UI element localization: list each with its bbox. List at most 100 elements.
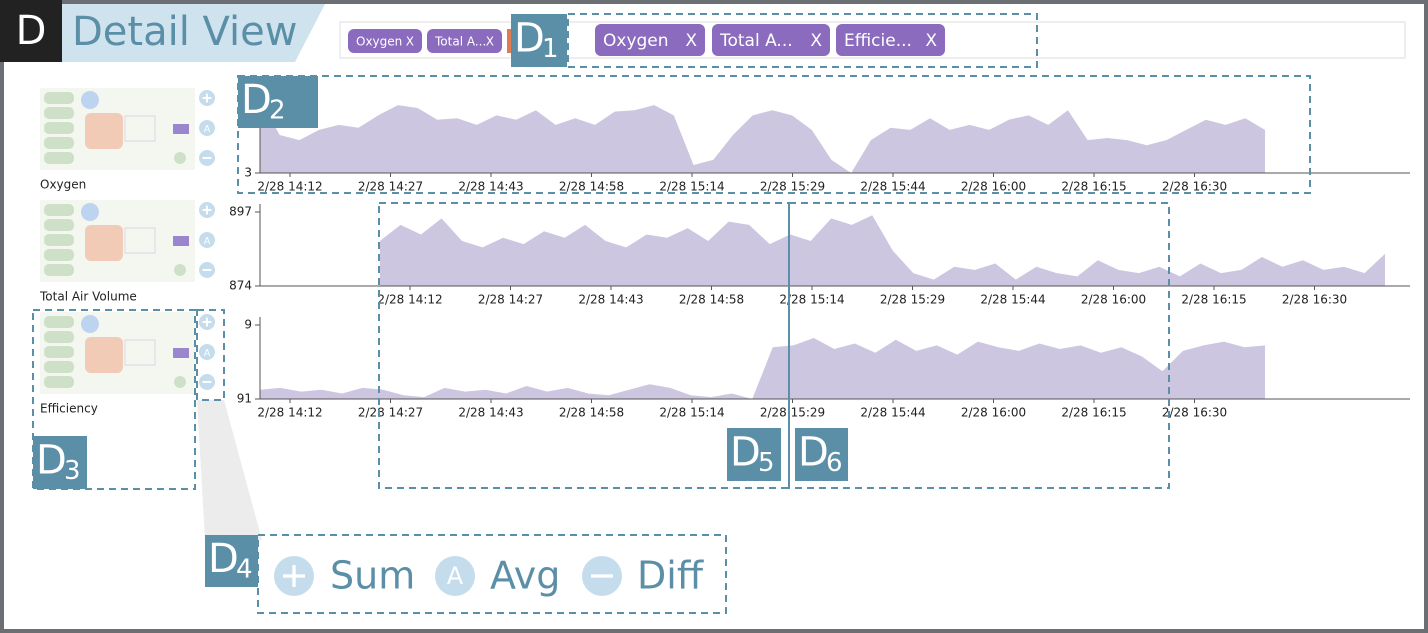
tag-close[interactable]: X [685,31,697,51]
schematic-cell [44,137,74,149]
x-tick-label: 2/28 14:58 [559,406,624,420]
x-tick-label: 2/28 15:14 [779,293,844,307]
x-tick-label: 2/28 16:30 [1162,406,1227,420]
annotation-badge [33,436,87,489]
x-tick-label: 2/28 14:43 [458,180,523,194]
schematic-boiler [85,225,123,261]
y-tick-label: 874 [229,279,252,293]
schematic-cell [44,92,74,104]
zoom-wedge [197,400,262,540]
annotation-badge [205,535,258,587]
y-tick-label: 897 [229,205,252,219]
tag[interactable] [348,29,422,53]
schematic-fan [81,91,99,109]
schematic-cell [44,204,74,216]
tag-close[interactable]: X [925,31,937,51]
y-tick-label: 9 [244,318,252,332]
area [260,100,1265,173]
badge: D [16,8,47,54]
tag-close[interactable]: X [486,35,494,49]
op-button[interactable] [199,120,215,136]
tag-label: Efficie... [844,31,912,51]
op-glyph: A [204,348,211,359]
tag-label: Oxygen [356,35,402,49]
schematic-pipe [124,227,156,254]
schematic-fan [81,203,99,221]
op-name: Avg [490,554,560,598]
x-tick-label: 2/28 14:58 [559,180,624,194]
annotation-box [32,309,196,490]
x-tick-label: 2/28 16:00 [1081,293,1146,307]
annotation-letter: D [730,430,761,476]
x-tick-label: 2/28 14:12 [257,180,322,194]
op-button[interactable] [435,556,475,596]
schematic-marker [173,236,189,246]
x-tick-label: 2/28 14:12 [377,293,442,307]
x-tick-label: 2/28 14:12 [257,406,322,420]
op-glyph: A [447,562,464,590]
area [380,215,1385,286]
schematic-cell [44,361,74,373]
schematic-cell [44,316,74,328]
annotation-box [237,75,1311,194]
x-tick-label: 2/28 14:58 [679,293,744,307]
schematic-cell [44,376,74,388]
x-tick-label: 2/28 14:43 [458,406,523,420]
annotation-letter: D [208,536,239,582]
x-tick-label: 2/28 16:15 [1061,180,1126,194]
schematic-cell [44,152,74,164]
schematic-marker [173,124,189,134]
tag-close[interactable]: X [406,35,414,49]
tag-label: Total A... [719,31,793,51]
annotation-box [378,202,790,489]
x-tick-label: 2/28 15:44 [860,180,925,194]
annotation-letter: D [798,430,829,476]
schematic-node [174,264,186,276]
tag-close[interactable]: X [810,31,822,51]
op-glyph: A [204,124,211,135]
x-tick-label: 2/28 14:27 [358,406,423,420]
schematic-boiler [85,337,123,373]
x-tick-label: 2/28 16:15 [1181,293,1246,307]
annotation-index: 2 [269,96,286,126]
x-tick-label: 2/28 15:44 [980,293,1045,307]
tag[interactable] [427,29,502,53]
tag[interactable] [595,24,705,56]
x-tick-label: 2/28 14:27 [478,293,543,307]
annotation-badge [795,428,848,481]
x-tick-label: 2/28 15:29 [880,293,945,307]
panel-label: Efficiency [40,402,98,416]
badge-box [0,0,62,62]
schematic-fan [81,315,99,333]
schematic-cell [44,107,74,119]
area [260,337,1265,399]
tag[interactable] [712,24,830,56]
x-tick-label: 2/28 16:00 [961,180,1026,194]
annotation-index: 4 [236,555,253,585]
x-tick-label: 2/28 15:29 [760,406,825,420]
schematic-cell [44,346,74,358]
x-tick-label: 2/28 15:14 [659,406,724,420]
op-name: Sum [330,554,415,598]
annotation-box [196,309,225,401]
op-button[interactable] [199,232,215,248]
tag[interactable] [836,24,945,56]
schematic-pipe [124,115,156,142]
annotation-box [257,534,727,614]
schematic-marker [173,348,189,358]
op-button[interactable] [199,344,215,360]
x-tick-label: 2/28 14:43 [578,293,643,307]
x-tick-label: 2/28 15:29 [760,180,825,194]
op-name: Diff [637,554,704,598]
x-tick-label: 2/28 14:27 [358,180,423,194]
schematic-cell [44,331,74,343]
schematic-node [174,152,186,164]
annotation-box [788,202,1170,489]
panel-label: Total Air Volume [39,290,137,304]
title-band [62,4,325,62]
schematic-cell [44,122,74,134]
schematic-cell [44,234,74,246]
annotation-index: 3 [64,456,81,486]
title: Detail View [72,9,297,55]
